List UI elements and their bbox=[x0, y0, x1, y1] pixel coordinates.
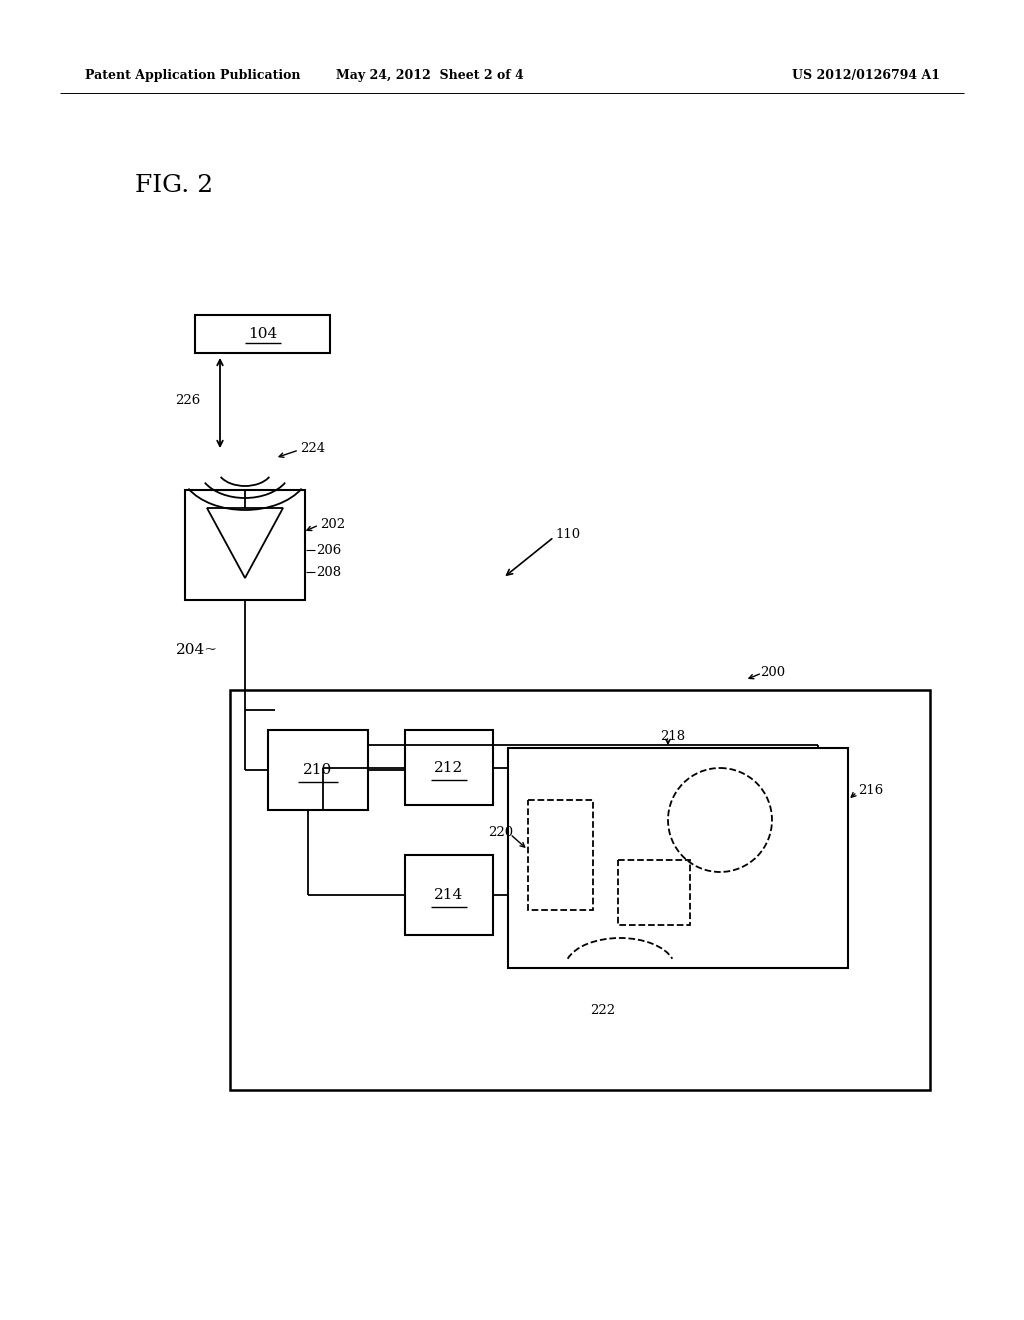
Text: May 24, 2012  Sheet 2 of 4: May 24, 2012 Sheet 2 of 4 bbox=[336, 69, 524, 82]
Text: 104: 104 bbox=[248, 327, 278, 341]
Bar bbox=[528, 800, 593, 909]
Text: 214: 214 bbox=[434, 888, 464, 902]
Bar bbox=[508, 748, 848, 968]
Text: 216: 216 bbox=[858, 784, 884, 796]
Text: 200: 200 bbox=[760, 665, 785, 678]
Text: 206: 206 bbox=[316, 544, 341, 557]
Bar bbox=[185, 490, 305, 601]
Text: 204~: 204~ bbox=[176, 643, 218, 657]
Text: 210: 210 bbox=[303, 763, 333, 777]
Text: FIG. 2: FIG. 2 bbox=[135, 173, 213, 197]
Text: 110: 110 bbox=[555, 528, 581, 541]
Text: 222: 222 bbox=[590, 1003, 615, 1016]
Text: 224: 224 bbox=[300, 441, 326, 454]
Bar bbox=[406, 855, 493, 935]
Text: Patent Application Publication: Patent Application Publication bbox=[85, 69, 300, 82]
Text: 202: 202 bbox=[319, 517, 345, 531]
Text: 208: 208 bbox=[316, 565, 341, 578]
Text: 212: 212 bbox=[434, 760, 464, 775]
Text: 226: 226 bbox=[175, 393, 201, 407]
Text: 220: 220 bbox=[488, 825, 513, 838]
Bar bbox=[230, 690, 930, 1090]
Bar bbox=[618, 861, 690, 925]
Text: US 2012/0126794 A1: US 2012/0126794 A1 bbox=[792, 69, 940, 82]
Bar bbox=[406, 730, 493, 805]
Bar bbox=[195, 315, 330, 352]
Text: 218: 218 bbox=[660, 730, 685, 742]
Bar bbox=[268, 730, 368, 810]
